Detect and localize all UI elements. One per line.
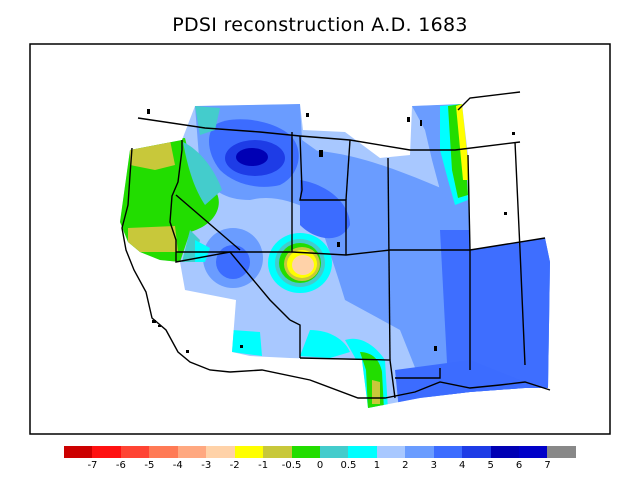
legend-tick-label: 7 xyxy=(544,460,551,471)
legend-tick-label: -2 xyxy=(229,460,240,471)
legend-swatch xyxy=(64,446,93,458)
legend-tick-label: -7 xyxy=(87,460,98,471)
islands xyxy=(147,109,515,353)
legend-swatch xyxy=(206,446,235,458)
legend-swatch xyxy=(405,446,434,458)
legend-swatch xyxy=(547,446,576,458)
legend-tick-label: -6 xyxy=(115,460,126,471)
legend-swatch xyxy=(490,446,519,458)
legend-swatch xyxy=(92,446,121,458)
legend-labels: -7 -6 -5 -4 -3 -2 -1 -0.5 0 0.5 1 2 3 4 5 6 7 xyxy=(64,460,576,474)
legend-swatch xyxy=(519,446,548,458)
legend-swatch xyxy=(234,446,264,458)
legend-swatch xyxy=(348,446,377,458)
color-legend: -7 -6 -5 -4 -3 -2 -1 -0.5 0 0.5 1 2 3 4 5 6 7 xyxy=(64,446,576,476)
legend-color-bar xyxy=(64,446,576,458)
legend-tick-label: 5 xyxy=(487,460,494,471)
legend-tick-label: -0.5 xyxy=(281,460,302,471)
legend-swatch xyxy=(177,446,207,458)
legend-tick-label: 2 xyxy=(402,460,409,471)
legend-swatch xyxy=(263,446,292,458)
legend-tick-label: 0 xyxy=(316,460,324,471)
legend-tick-label: 4 xyxy=(459,460,466,471)
legend-swatch xyxy=(120,446,150,458)
legend-tick-label: 1 xyxy=(373,460,381,471)
legend-tick-label: 0.5 xyxy=(340,460,357,471)
legend-tick-label: 3 xyxy=(430,460,437,471)
legend-tick-label: 6 xyxy=(515,460,523,471)
legend-swatch xyxy=(462,446,491,458)
legend-tick-label: -1 xyxy=(258,460,269,471)
legend-tick-label: -5 xyxy=(144,460,155,471)
map-title: PDSI reconstruction A.D. 1683 xyxy=(172,14,468,36)
legend-tick-label: -3 xyxy=(201,460,212,471)
legend-swatch xyxy=(376,446,406,458)
legend-tick-label: -4 xyxy=(172,460,183,471)
state-boundaries xyxy=(121,91,551,399)
legend-swatch xyxy=(149,446,178,458)
legend-swatch xyxy=(291,446,320,458)
legend-swatch xyxy=(319,446,349,458)
legend-swatch xyxy=(433,446,463,458)
